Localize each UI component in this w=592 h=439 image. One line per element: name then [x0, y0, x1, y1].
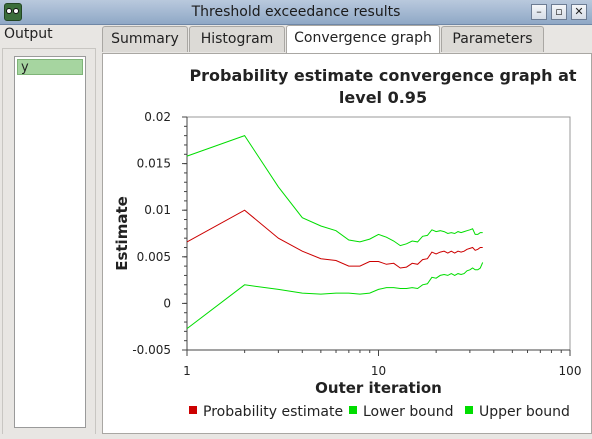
convergence-chart: Probability estimate convergence graph a… — [113, 66, 581, 420]
y-tick-label: 0.02 — [144, 110, 171, 124]
chart-legend: Probability estimate Lower bound Upper bou… — [189, 404, 570, 420]
y-tick-label: 0.005 — [137, 250, 171, 264]
tab-summary[interactable]: Summary — [102, 26, 188, 52]
chart-title: Probability estimate convergence graph a… — [189, 66, 576, 107]
x-tick-label: 10 — [371, 364, 386, 378]
series-line-upper-bound — [186, 134, 483, 247]
chart-title-line-2: level 0.95 — [339, 88, 427, 107]
close-button[interactable]: ✕ — [571, 4, 587, 20]
convergence-graph-panel: Probability estimate convergence graph a… — [102, 53, 592, 434]
y-axis-label: Estimate — [113, 196, 131, 271]
window-titlebar[interactable]: Threshold exceedance results – ▫ ✕ — [0, 0, 592, 25]
legend-swatch-lower-bound — [349, 406, 357, 414]
legend-label-upper-bound: Upper bound — [479, 404, 570, 420]
series-line-lower-bound — [186, 262, 484, 329]
legend-swatch-upper-bound — [465, 406, 473, 414]
legend-label-probability-estimate: Probability estimate — [203, 404, 343, 420]
chart-title-line-1: Probability estimate convergence graph a… — [189, 66, 576, 85]
x-tick-label: 1 — [183, 364, 191, 378]
output-label: Output — [4, 26, 53, 42]
plot-area-frame — [186, 116, 571, 351]
maximize-button[interactable]: ▫ — [551, 4, 567, 20]
y-tick-label: 0 — [163, 296, 171, 310]
tab-convergence-graph[interactable]: Convergence graph — [286, 25, 440, 53]
x-tick-label: 100 — [559, 364, 582, 378]
y-tick-label: -0.005 — [132, 343, 171, 357]
window-title: Threshold exceedance results — [191, 4, 401, 20]
y-tick-label: 0.015 — [137, 157, 171, 171]
series-line-probability-estimate — [186, 209, 483, 269]
chart-series — [186, 134, 484, 329]
y-tick-label: 0.01 — [144, 203, 171, 217]
minimize-button[interactable]: – — [531, 4, 547, 20]
tab-histogram[interactable]: Histogram — [189, 26, 285, 52]
output-list-item-y[interactable]: y — [17, 59, 83, 75]
x-axis-label: Outer iteration — [315, 379, 442, 397]
tab-parameters[interactable]: Parameters — [441, 26, 544, 52]
chart-axes: -0.005 0 0.005 0.01 0.015 0.02 1 10 100 — [132, 110, 581, 378]
app-logo-icon — [4, 3, 22, 21]
legend-swatch-probability-estimate — [189, 406, 197, 414]
output-list[interactable]: y — [14, 56, 86, 428]
output-panel-frame — [2, 48, 96, 434]
legend-label-lower-bound: Lower bound — [363, 404, 453, 420]
